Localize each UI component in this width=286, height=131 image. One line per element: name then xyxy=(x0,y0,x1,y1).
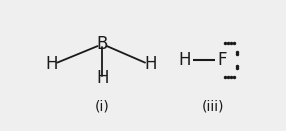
Text: H: H xyxy=(96,69,108,87)
Text: H: H xyxy=(145,55,157,73)
Text: (i): (i) xyxy=(95,100,110,113)
Text: B: B xyxy=(97,35,108,53)
Text: H: H xyxy=(45,55,57,73)
Text: F: F xyxy=(217,51,227,69)
Text: (iii): (iii) xyxy=(202,100,224,113)
Text: H: H xyxy=(178,51,190,69)
